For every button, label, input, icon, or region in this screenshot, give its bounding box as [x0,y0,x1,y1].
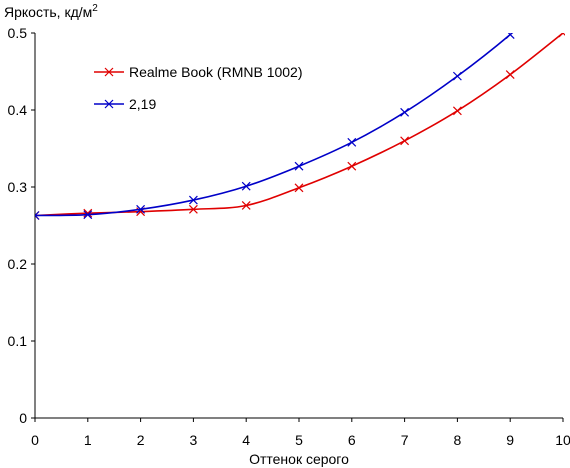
legend-swatch-marker [104,99,114,109]
x-tick-label: 3 [190,432,198,448]
data-point-marker [400,107,410,117]
series-line-1 [35,33,514,217]
legend-swatch-marker [104,67,114,77]
data-point-marker [294,161,304,171]
x-tick-label: 0 [31,432,39,448]
data-point-marker [188,195,198,205]
data-point-marker [400,136,410,146]
data-point-marker [347,137,357,147]
y-axis-label-superscript: 2 [92,3,98,14]
data-point-marker [83,208,93,218]
data-point-marker [188,204,198,214]
y-tick-label: 0.2 [8,256,28,272]
data-point-marker [452,71,462,81]
x-tick-label: 9 [506,432,514,448]
y-axis-title: Яркость, кд/м2 [4,3,98,20]
data-point-marker [558,33,565,38]
x-tick-label: 10 [555,432,570,448]
y-tick-label: 0.5 [8,25,28,41]
x-tick-label: 2 [137,432,145,448]
data-point-marker [294,183,304,193]
y-tick-label: 0.1 [8,333,28,349]
data-point-marker [241,181,251,191]
y-tick-label: 0.4 [8,102,28,118]
x-ticks: 0 1 2 3 4 5 6 7 8 9 10 [31,418,570,448]
y-tick-label: 0 [19,410,27,426]
legend-label: 2,19 [129,96,156,112]
data-point-marker [241,201,251,210]
data-point-marker [452,106,462,116]
data-point-marker [347,161,357,171]
y-ticks: 0 0.1 0.2 0.3 0.4 0.5 [8,25,35,426]
legend-label: Realme Book (RMNB 1002) [129,64,303,80]
x-tick-label: 4 [242,432,250,448]
y-axis-label: Яркость, кд/м2 [4,3,98,20]
x-tick-label: 6 [348,432,356,448]
data-point-marker [505,33,515,39]
x-axis-label: Оттенок серого [249,451,349,467]
data-point-marker [83,210,93,220]
data-point-marker [505,70,515,80]
x-tick-label: 5 [295,432,303,448]
y-axis-label-text: Яркость, кд/м [4,4,92,20]
x-tick-label: 8 [454,432,462,448]
x-tick-label: 7 [401,432,409,448]
series-layer [35,33,565,220]
y-tick-label: 0.3 [8,179,28,195]
legend: Realme Book (RMNB 1002) 2,19 [94,64,303,112]
data-point-marker [136,204,146,214]
data-point-marker [35,211,40,220]
x-tick-label: 1 [84,432,92,448]
